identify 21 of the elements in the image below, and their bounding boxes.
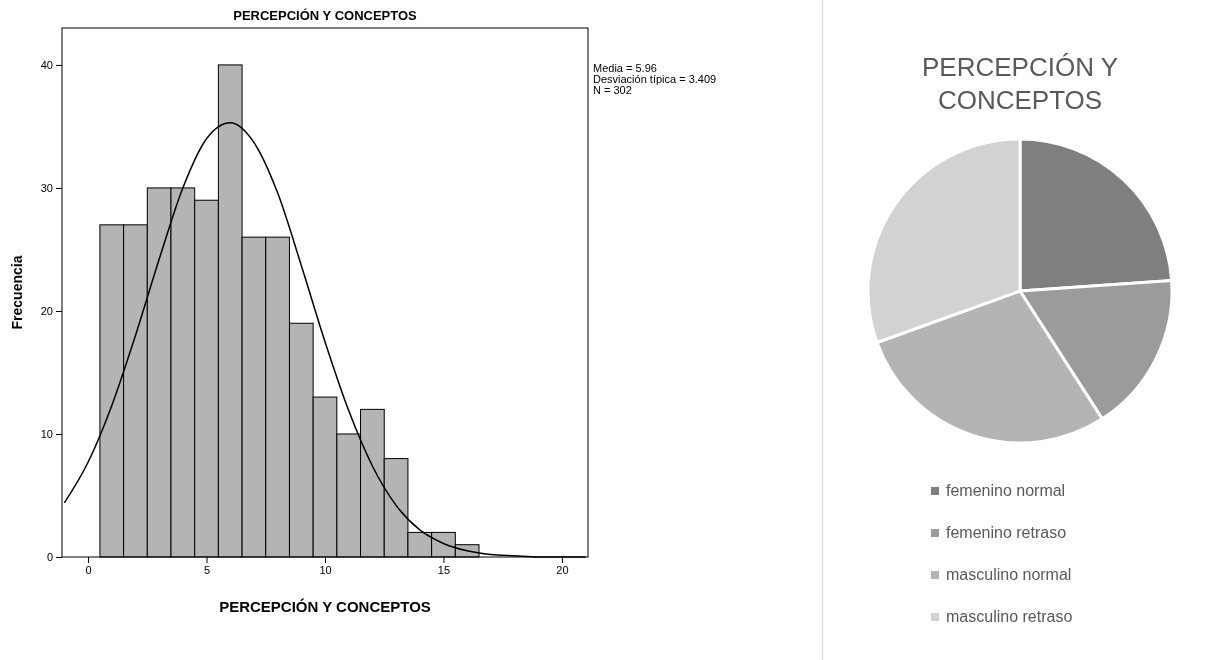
y-tick-label: 20 bbox=[40, 304, 53, 317]
legend-label: femenino normal bbox=[946, 482, 1066, 499]
y-tick-label: 40 bbox=[40, 58, 53, 71]
x-tick-label: 20 bbox=[556, 563, 569, 576]
y-tick-label: 30 bbox=[40, 181, 53, 194]
x-tick-label: 15 bbox=[437, 563, 451, 576]
x-tick-label: 5 bbox=[203, 563, 211, 576]
legend-label: femenino retraso bbox=[946, 524, 1067, 541]
chart-title: PERCEPCIÓN Y CONCEPTOS bbox=[921, 52, 1119, 115]
x-tick-label: 0 bbox=[85, 563, 92, 576]
x-tick-label: 10 bbox=[319, 563, 332, 576]
text: Media = 5.96 bbox=[593, 62, 657, 74]
text: Desviación típica = 3.409 bbox=[593, 73, 717, 85]
legend-label: masculino retraso bbox=[946, 608, 1073, 625]
legend-label: masculino normal bbox=[946, 566, 1072, 583]
x-axis-title: PERCEPCIÓN Y CONCEPTOS bbox=[219, 598, 431, 615]
y-tick-label: 0 bbox=[46, 551, 53, 564]
y-axis-title: Frecuencia bbox=[9, 255, 25, 330]
chart-title: PERCEPCIÓN Y CONCEPTOS bbox=[233, 8, 418, 23]
y-tick-label: 10 bbox=[40, 428, 53, 440]
text: N = 302 bbox=[593, 84, 632, 96]
